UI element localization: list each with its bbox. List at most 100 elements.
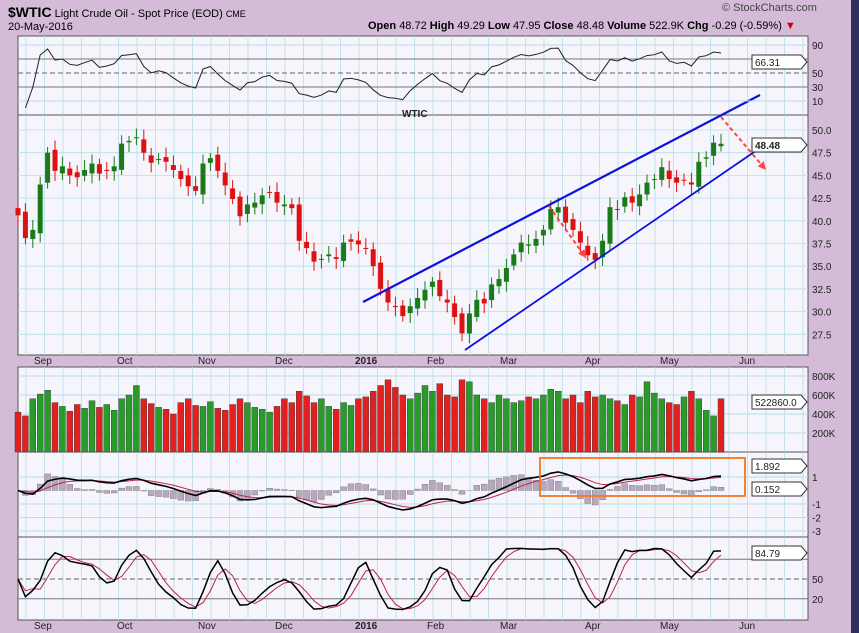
arrow-head-icon: [578, 249, 586, 258]
price-tick: 37.5: [812, 240, 832, 251]
candle: [666, 170, 672, 180]
candle: [193, 186, 199, 191]
volume-tick: 800K: [812, 372, 836, 383]
x-axis-label: Oct: [117, 621, 133, 632]
macd-histogram-bar: [377, 490, 384, 496]
volume-bar: [81, 408, 88, 453]
stoch-tick: 50: [812, 575, 824, 586]
volume-bar: [651, 392, 658, 453]
volume-bar: [273, 406, 281, 453]
candle: [222, 172, 228, 186]
candle: [511, 254, 517, 266]
volume-bar: [421, 385, 429, 453]
exchange: CME: [225, 9, 246, 19]
macd-histogram-bar: [318, 490, 325, 500]
candle: [651, 179, 657, 181]
macd-histogram-bar: [281, 489, 288, 491]
macd-histogram-bar: [532, 479, 540, 491]
macd-histogram-bar: [170, 490, 177, 499]
candle: [533, 238, 539, 246]
macd-histogram-bar: [414, 488, 421, 491]
high-label: High: [429, 20, 455, 32]
volume-bar: [303, 395, 310, 453]
volume-bar: [177, 402, 185, 453]
candle: [422, 289, 428, 301]
macd-line: [17, 471, 722, 511]
x-axis-label: May: [660, 356, 679, 367]
volume-bar: [155, 407, 162, 453]
price-tick: 40.0: [812, 217, 832, 228]
volume-value-tag: [751, 394, 808, 410]
volume-bar: [592, 396, 599, 453]
volume-bar: [88, 400, 96, 453]
volume-bar: [695, 398, 702, 453]
close-label: Close: [543, 20, 574, 32]
x-axis-label: 2016: [355, 356, 378, 367]
instrument-name: Light Crude Oil - Spot Price (EOD): [54, 8, 223, 20]
stoch-tick: 20: [812, 595, 824, 606]
macd-histogram-bar: [658, 484, 665, 491]
volume-tick: 400K: [812, 410, 836, 421]
candle: [548, 208, 554, 230]
macd-histogram-bar: [155, 490, 162, 497]
volume-bar: [51, 402, 59, 453]
volume-bar: [399, 394, 406, 453]
ohlc-readout: Open 48.72 High 49.29 Low 47.95 Close 48…: [368, 19, 796, 33]
chg-value: -0.29 (-0.59%): [711, 20, 782, 32]
candle: [126, 140, 132, 143]
macd-histogram-bar: [562, 487, 569, 491]
volume-bar: [22, 415, 29, 453]
x-axis-label: Sep: [34, 621, 52, 632]
macd-histogram-bar: [481, 483, 488, 491]
candle: [629, 196, 635, 203]
macd-histogram-bar: [444, 485, 451, 491]
open-value: 48.72: [399, 20, 427, 32]
macd-histogram-bar: [392, 490, 399, 500]
macd-histogram-bar: [666, 488, 673, 491]
macd-histogram-bar: [162, 490, 170, 498]
macd-tick: -2: [812, 514, 821, 525]
macd-histogram-bar: [244, 490, 251, 499]
macd-tick: -1: [812, 500, 821, 511]
rsi-tick: 30: [812, 83, 824, 94]
macd-histogram-bar: [473, 485, 480, 491]
candle: [474, 299, 480, 318]
price-tick: 30.0: [812, 308, 832, 319]
macd-histogram-bar: [296, 490, 303, 498]
channel-upper-line: [362, 94, 761, 303]
macd-histogram-bar: [651, 485, 658, 491]
candle: [185, 175, 191, 187]
candle: [674, 177, 680, 183]
macd-histogram-bar: [458, 490, 466, 495]
macd-histogram-bar: [518, 474, 525, 491]
macd-histogram-bar: [429, 480, 436, 491]
macd-histogram-bar: [88, 489, 96, 491]
macd-histogram-bar: [555, 481, 562, 491]
candle: [555, 207, 561, 213]
macd-histogram-bar: [421, 484, 429, 491]
volume-bar: [614, 400, 621, 453]
candle: [429, 281, 435, 287]
volume-bar: [636, 396, 643, 453]
macd-histogram-bar: [184, 490, 192, 502]
macd-histogram-bar: [125, 486, 133, 491]
candle: [15, 208, 21, 216]
volume-bar: [14, 411, 22, 453]
volume-bar: [266, 411, 273, 453]
macd-histogram-bar: [273, 488, 281, 491]
macd-signal-line: [17, 474, 722, 508]
volume-bar: [73, 404, 81, 453]
volume-bar: [207, 401, 214, 453]
volume-bar: [140, 398, 148, 453]
volume-value: 522.9K: [649, 20, 685, 32]
candle: [681, 179, 687, 181]
x-axis-label: Apr: [585, 356, 601, 367]
volume-bar: [296, 391, 303, 453]
volume-bar: [184, 398, 192, 453]
candle: [622, 197, 628, 207]
macd-histogram-bar: [303, 490, 310, 501]
macd-histogram-bar: [44, 473, 51, 491]
watermark: © StockCharts.com: [722, 2, 817, 14]
volume-bar: [473, 394, 480, 453]
